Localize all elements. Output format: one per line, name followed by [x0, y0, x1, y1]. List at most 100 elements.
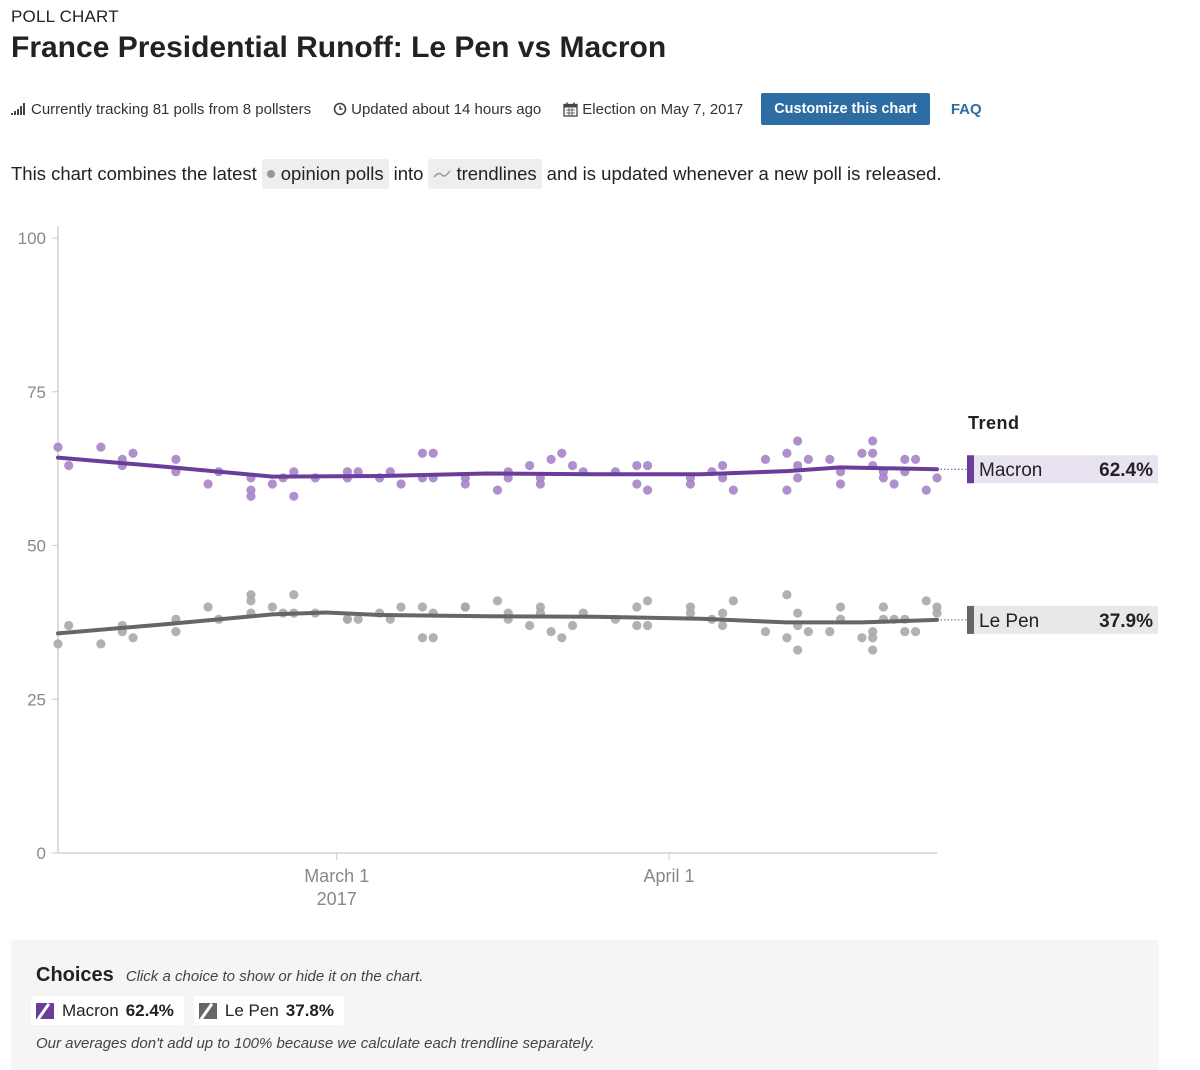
poll-point[interactable] [642, 596, 653, 606]
poll-point[interactable] [718, 620, 728, 631]
poll-point[interactable] [428, 448, 438, 458]
faq-link[interactable]: FAQ [950, 100, 982, 118]
poll-point[interactable] [171, 454, 181, 464]
poll-point[interactable] [793, 608, 803, 618]
poll-point[interactable] [868, 448, 878, 458]
poll-point[interactable] [64, 620, 74, 631]
poll-point[interactable] [632, 602, 642, 612]
poll-point[interactable] [921, 596, 931, 606]
customize-chart-button[interactable]: Customize this chart [761, 93, 930, 125]
poll-point[interactable] [760, 627, 771, 637]
poll-point[interactable] [632, 460, 642, 471]
poll-point[interactable] [417, 602, 428, 612]
poll-point[interactable] [546, 454, 556, 464]
poll-point[interactable] [685, 479, 696, 489]
poll-point[interactable] [685, 602, 696, 612]
poll-point[interactable] [64, 460, 74, 471]
poll-point[interactable] [417, 633, 428, 643]
poll-point[interactable] [492, 485, 503, 495]
poll-point[interactable] [353, 467, 363, 477]
poll-point[interactable] [267, 479, 277, 489]
poll-point[interactable] [567, 620, 578, 631]
poll-point[interactable] [171, 627, 181, 637]
poll-point[interactable] [868, 645, 878, 655]
poll-point[interactable] [718, 473, 728, 483]
poll-point[interactable] [782, 485, 792, 495]
poll-point[interactable] [728, 485, 738, 495]
poll-point[interactable] [825, 454, 835, 464]
poll-point[interactable] [728, 596, 738, 606]
poll-point[interactable] [857, 448, 867, 458]
poll-point[interactable] [567, 460, 578, 471]
poll-point[interactable] [53, 442, 63, 452]
poll-point[interactable] [203, 479, 213, 489]
poll-point[interactable] [868, 627, 878, 637]
poll-point[interactable] [793, 645, 803, 655]
poll-point[interactable] [782, 448, 792, 458]
poll-point[interactable] [96, 639, 106, 649]
poll-point[interactable] [632, 479, 642, 489]
poll-point[interactable] [932, 473, 942, 483]
poll-point[interactable] [342, 467, 353, 477]
poll-point[interactable] [803, 454, 813, 464]
poll-point[interactable] [289, 590, 299, 600]
poll-point[interactable] [632, 620, 642, 631]
poll-point[interactable] [793, 473, 803, 483]
poll-point[interactable] [835, 479, 846, 489]
poll-point[interactable] [353, 614, 363, 624]
poll-point[interactable] [396, 602, 406, 612]
poll-point[interactable] [492, 596, 503, 606]
poll-point[interactable] [128, 633, 138, 643]
poll-point[interactable] [857, 633, 867, 643]
choices-heading: Choices [36, 964, 114, 986]
poll-point[interactable] [128, 448, 138, 458]
poll-point[interactable] [267, 602, 277, 612]
poll-point[interactable] [417, 448, 428, 458]
poll-point[interactable] [803, 627, 813, 637]
poll-point[interactable] [793, 436, 803, 446]
chart-meta-bar: Currently tracking 81 polls from 8 polls… [11, 93, 982, 125]
poll-point[interactable] [889, 479, 899, 489]
poll-point[interactable] [203, 602, 213, 612]
poll-point[interactable] [525, 460, 535, 471]
poll-point[interactable] [910, 627, 921, 637]
poll-point[interactable] [642, 620, 653, 631]
poll-point[interactable] [546, 627, 556, 637]
poll-point[interactable] [642, 460, 653, 471]
poll-point[interactable] [53, 639, 63, 649]
poll-point[interactable] [642, 485, 653, 495]
poll-point[interactable] [900, 454, 910, 464]
poll-point[interactable] [835, 602, 846, 612]
poll-point[interactable] [910, 454, 921, 464]
poll-point[interactable] [900, 627, 910, 637]
poll-point[interactable] [878, 473, 889, 483]
poll-point[interactable] [782, 633, 792, 643]
poll-point[interactable] [878, 602, 889, 612]
tracking-info: Currently tracking 81 polls from 8 polls… [11, 101, 311, 118]
choice-le-pen[interactable]: Le Pen 37.8% [193, 996, 344, 1025]
poll-point[interactable] [782, 590, 792, 600]
poll-point[interactable] [793, 460, 803, 471]
poll-point[interactable] [396, 479, 406, 489]
poll-point[interactable] [96, 442, 106, 452]
poll-point[interactable] [868, 436, 878, 446]
poll-point[interactable] [825, 627, 835, 637]
poll-point[interactable] [289, 467, 299, 477]
poll-point[interactable] [246, 596, 256, 606]
choice-macron[interactable]: Macron 62.4% [31, 996, 184, 1025]
poll-point[interactable] [535, 479, 545, 489]
poll-point[interactable] [760, 454, 771, 464]
poll-point[interactable] [428, 633, 438, 643]
trend-label-box-macron [967, 455, 1158, 484]
poll-point[interactable] [342, 614, 353, 624]
poll-point[interactable] [246, 491, 256, 501]
poll-point[interactable] [525, 620, 535, 631]
poll-point[interactable] [718, 460, 728, 471]
poll-point[interactable] [718, 608, 728, 618]
poll-point[interactable] [557, 633, 567, 643]
poll-point[interactable] [921, 485, 931, 495]
poll-point[interactable] [289, 491, 299, 501]
poll-point[interactable] [932, 608, 942, 618]
poll-point[interactable] [460, 602, 470, 612]
poll-point[interactable] [557, 448, 567, 458]
